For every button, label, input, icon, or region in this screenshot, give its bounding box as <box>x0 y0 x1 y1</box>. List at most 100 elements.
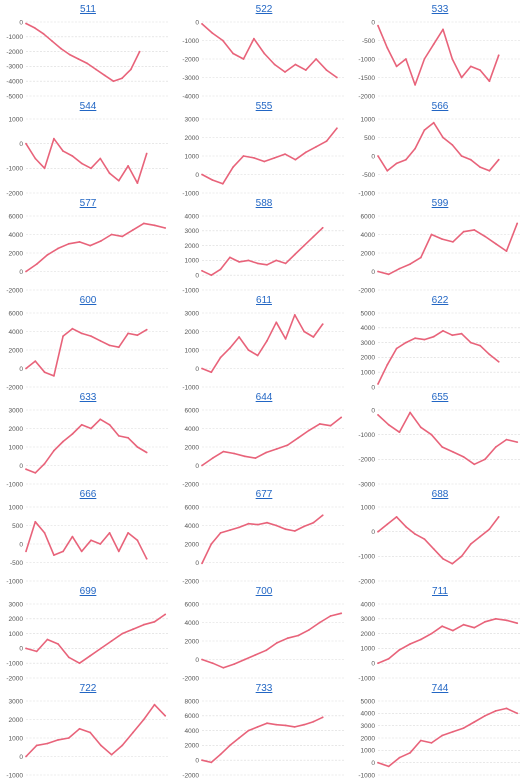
data-point <box>395 516 398 518</box>
data-point <box>462 230 465 233</box>
data-point <box>62 150 64 152</box>
y-tick-label: 1000 <box>361 370 376 377</box>
chart-title-link[interactable]: 722 <box>79 683 97 694</box>
line-chart: 1000 500 0 -500 -1000 <box>358 116 520 197</box>
y-tick-label: -500 <box>10 560 23 567</box>
chart-title-link[interactable]: 677 <box>255 489 273 500</box>
data-point <box>430 632 433 635</box>
data-point <box>505 438 508 441</box>
data-point <box>479 69 481 71</box>
data-point <box>136 446 139 448</box>
data-point <box>497 158 500 161</box>
data-point <box>210 543 213 545</box>
chart-title-link[interactable]: 555 <box>255 101 273 112</box>
data-point <box>419 739 422 742</box>
y-tick-label: -1000 <box>358 554 375 561</box>
y-tick-label: -2000 <box>358 287 375 294</box>
data-point <box>121 744 124 747</box>
chart-title-link[interactable]: 688 <box>431 489 449 500</box>
chart-title-link[interactable]: 600 <box>79 295 97 306</box>
line-chart: 0 -500 -1000 -1500 -2000 <box>358 19 520 100</box>
chart-title-link[interactable]: 511 <box>80 4 96 15</box>
data-point <box>62 550 64 553</box>
chart-title-link[interactable]: 577 <box>79 198 97 209</box>
chart-title-link[interactable]: 522 <box>255 4 273 15</box>
chart-panel: 633 3000 2000 1000 0 -1000 <box>0 392 176 489</box>
data-point <box>484 714 486 717</box>
chart-panel: 744 5000 4000 3000 2000 1000 0 -1000 <box>352 683 528 780</box>
data-point <box>67 242 70 245</box>
data-point <box>387 765 390 768</box>
chart-title-link[interactable]: 544 <box>79 101 97 112</box>
data-point <box>325 69 328 71</box>
chart-title-link[interactable]: 622 <box>431 295 449 306</box>
data-point <box>35 263 38 265</box>
chart-title-link[interactable]: 588 <box>255 198 273 209</box>
data-point <box>86 62 89 65</box>
y-tick-label: 1000 <box>9 735 24 742</box>
chart-title-link[interactable]: 666 <box>79 489 97 500</box>
data-point <box>53 137 55 140</box>
chart-title-link[interactable]: 566 <box>431 101 449 112</box>
data-point <box>46 254 49 256</box>
y-tick-label: -4000 <box>6 79 23 86</box>
data-point <box>117 179 120 182</box>
y-tick-label: -3000 <box>182 75 199 82</box>
chart-title-link[interactable]: 733 <box>255 683 273 694</box>
data-point <box>441 238 444 240</box>
data-point <box>441 625 444 628</box>
data-point <box>488 528 491 531</box>
chart-title-link[interactable]: 599 <box>431 198 449 209</box>
chart-panel: 566 1000 500 0 -500 -1000 <box>352 101 528 198</box>
data-point <box>232 52 234 55</box>
y-tick-label: 0 <box>195 560 199 567</box>
chart-panel: 622 5000 4000 3000 2000 1000 0 <box>352 295 528 392</box>
y-tick-label: 2000 <box>9 250 24 257</box>
data-point <box>386 169 389 172</box>
data-point <box>484 235 486 238</box>
y-tick-label: -2000 <box>6 287 23 294</box>
data-point <box>34 360 37 362</box>
y-tick-label: 0 <box>19 19 23 26</box>
data-point <box>423 338 426 341</box>
data-point <box>405 58 407 60</box>
data-point <box>263 160 266 163</box>
line-chart: 6000 4000 2000 0 -2000 <box>182 407 344 488</box>
data-point <box>100 647 102 650</box>
data-point <box>243 455 246 458</box>
data-point <box>25 647 27 650</box>
chart-title-link[interactable]: 744 <box>431 683 449 694</box>
data-point <box>127 332 129 335</box>
chart-panel: 688 1000 0 -1000 -2000 <box>352 489 528 586</box>
chart-title-link[interactable]: 655 <box>431 392 449 403</box>
y-tick-label: 0 <box>19 463 23 470</box>
y-tick-label: 0 <box>195 463 199 470</box>
data-point <box>127 532 129 534</box>
y-tick-label: -2000 <box>6 190 23 197</box>
data-point <box>80 162 83 165</box>
data-point <box>25 468 27 471</box>
chart-title-link[interactable]: 644 <box>255 392 273 403</box>
chart-title-link[interactable]: 633 <box>79 392 97 403</box>
y-tick-label: 0 <box>19 541 23 548</box>
data-point <box>315 145 317 148</box>
y-tick-label: -2000 <box>358 578 375 585</box>
chart-title-link[interactable]: 699 <box>79 586 97 597</box>
data-point <box>100 744 102 747</box>
chart-title-link[interactable]: 700 <box>255 586 273 597</box>
data-point <box>460 332 463 335</box>
data-point <box>516 622 519 625</box>
data-point <box>142 222 145 225</box>
data-point <box>377 155 379 157</box>
chart-title-link[interactable]: 711 <box>432 586 448 597</box>
y-tick-label: -4000 <box>182 93 199 100</box>
chart-title-link[interactable]: 611 <box>256 295 272 306</box>
chart-panel: 533 0 -500 -1000 -1500 -2000 <box>352 4 528 101</box>
data-point <box>211 179 214 181</box>
y-tick-label: 4000 <box>185 728 200 735</box>
y-tick-label: 2000 <box>361 735 376 742</box>
data-point <box>516 222 519 225</box>
data-point <box>35 650 38 653</box>
chart-title-link[interactable]: 533 <box>431 4 449 15</box>
data-point <box>414 337 416 340</box>
